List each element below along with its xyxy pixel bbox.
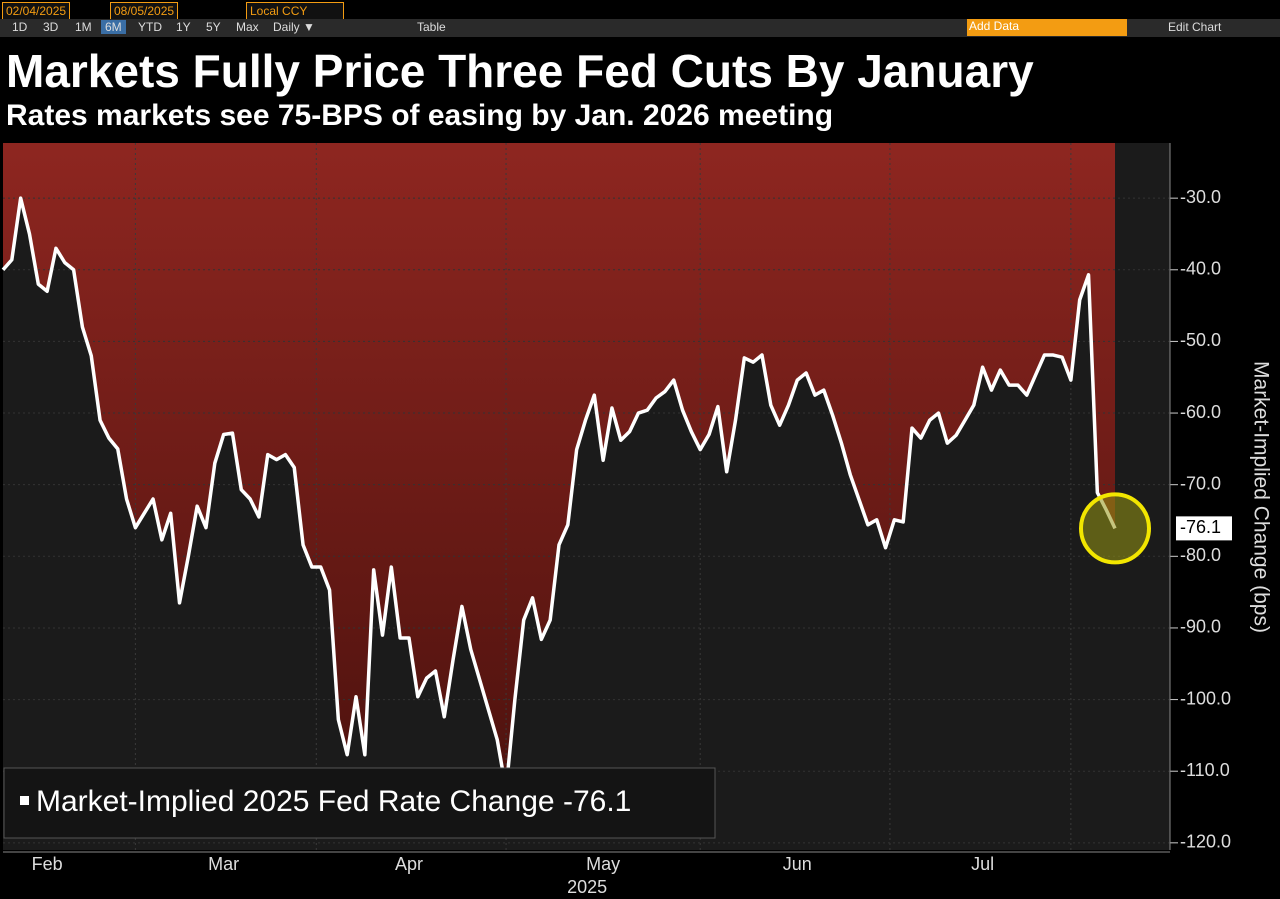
last-value-label: -76.1	[1180, 517, 1221, 537]
chart-title: Markets Fully Price Three Fed Cuts By Ja…	[6, 45, 1034, 97]
y-tick-label: -50.0	[1180, 330, 1221, 350]
chart-subtitle: Rates markets see 75-BPS of easing by Ja…	[6, 99, 834, 132]
period-button[interactable]: 6M	[101, 20, 126, 34]
y-tick-label: -80.0	[1180, 545, 1221, 565]
y-tick-label: -90.0	[1180, 617, 1221, 637]
period-button[interactable]: 3D	[43, 20, 59, 34]
period-button[interactable]: 1D	[12, 20, 28, 34]
y-tick-label: -60.0	[1180, 402, 1221, 422]
frequency[interactable]: Daily ▼	[273, 20, 315, 34]
y-tick-label: -40.0	[1180, 259, 1221, 279]
period-button[interactable]: 1M	[75, 20, 92, 34]
x-tick-label: Mar	[208, 854, 239, 874]
area-fill	[3, 143, 1115, 790]
period-button[interactable]: 5Y	[206, 20, 221, 34]
add-data[interactable]: Add Data	[967, 19, 1127, 36]
currency[interactable]: Local CCY	[246, 2, 344, 20]
legend-label: Market-Implied 2025 Fed Rate Change	[36, 785, 555, 818]
series-line	[1, 196, 1117, 792]
table-button[interactable]: Table	[417, 20, 446, 34]
last-value-tag	[1176, 516, 1232, 541]
y-tick-label: -100.0	[1180, 688, 1231, 708]
period-button[interactable]: 1Y	[176, 20, 191, 34]
start-date[interactable]: 02/04/2025	[2, 2, 71, 20]
legend-value: -76.1	[563, 785, 631, 818]
x-tick-label: Jun	[783, 854, 812, 874]
edit-chart[interactable]: Edit Chart	[1168, 20, 1222, 34]
end-date[interactable]: 08/05/2025	[110, 2, 179, 20]
y-tick-label: -70.0	[1180, 473, 1221, 493]
x-tick-label: Jul	[971, 854, 994, 874]
x-tick-label: May	[586, 854, 620, 874]
legend-box	[3, 767, 716, 839]
x-tick-label: Feb	[32, 854, 63, 874]
period-button[interactable]: Max	[236, 20, 259, 34]
period-button[interactable]: YTD	[138, 20, 162, 34]
y-tick-label: -110.0	[1180, 760, 1230, 780]
highlight-circle	[1079, 492, 1151, 565]
x-tick-label: Apr	[395, 854, 423, 874]
legend-swatch	[20, 796, 29, 805]
y-axis-label: Market-Implied Change (bps)	[1249, 361, 1272, 633]
x-axis-label: 2025	[567, 877, 607, 897]
y-tick-label: -120.0	[1180, 832, 1231, 852]
toolbar: 1D 3D 1M 6M YTD 1Y 5Y Max Daily ▼ Table …	[0, 19, 1280, 37]
legend-text: Market-Implied 2025 Fed Rate Change -76.…	[36, 785, 631, 818]
y-tick-label: -30.0	[1180, 187, 1221, 207]
